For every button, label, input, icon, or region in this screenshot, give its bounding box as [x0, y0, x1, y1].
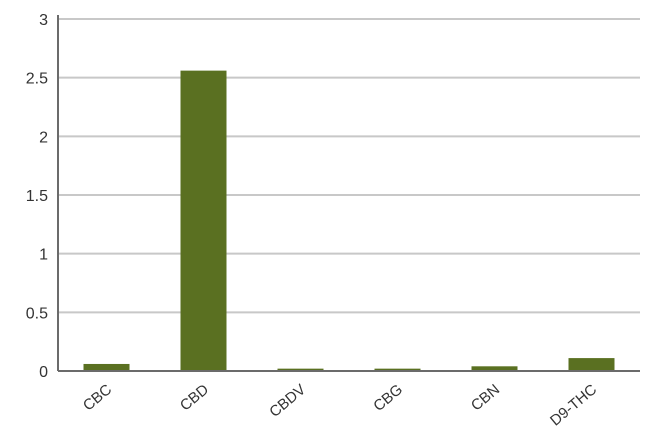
y-tick-label: 3 [39, 12, 48, 29]
bar-cbd [180, 70, 227, 372]
y-tick-label: 2.5 [26, 71, 48, 88]
bar-cbn [471, 366, 518, 371]
x-tick-label: D9-THC [547, 381, 600, 429]
bars [83, 70, 615, 372]
x-tick-label: CBG [370, 381, 406, 415]
x-tick-label: CBC [80, 381, 115, 414]
y-tick-label: 0 [39, 364, 48, 381]
bar-cbg [374, 368, 421, 371]
y-tick-label: 0.5 [26, 305, 48, 322]
bar-cbc [83, 363, 130, 371]
x-tick-label: CBD [177, 381, 212, 414]
x-tick-label: CBN [468, 381, 503, 414]
x-tick-label: CBDV [266, 381, 309, 421]
y-tick-label: 1.5 [26, 188, 48, 205]
bar-cbdv [277, 368, 324, 371]
y-tick-labels: 0 0.5 1 1.5 2 2.5 3 [26, 12, 48, 381]
y-tick-label: 2 [39, 129, 48, 146]
gridlines [58, 18, 640, 314]
y-tick-label: 1 [39, 247, 48, 264]
axes [57, 15, 640, 372]
bar-d9-thc [568, 358, 615, 371]
x-tick-labels: CBC CBD CBDV CBG CBN D9-THC [80, 381, 600, 429]
